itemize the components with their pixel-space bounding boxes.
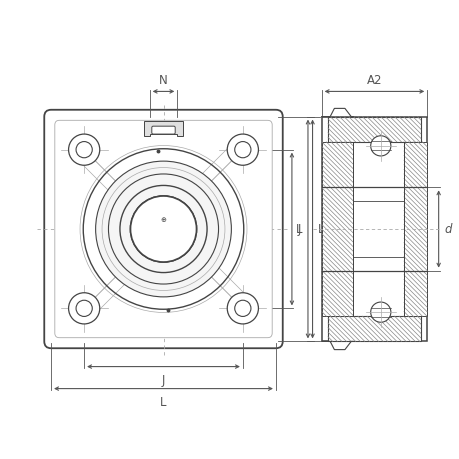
Text: d: d	[443, 223, 451, 236]
Text: ⊕: ⊕	[160, 217, 166, 223]
FancyBboxPatch shape	[44, 111, 282, 348]
Text: L: L	[295, 223, 302, 236]
FancyBboxPatch shape	[151, 127, 175, 135]
Text: J: J	[297, 223, 300, 236]
Circle shape	[68, 293, 100, 324]
Text: A2: A2	[366, 74, 381, 87]
Circle shape	[76, 301, 92, 317]
Circle shape	[234, 142, 251, 158]
Text: L: L	[160, 395, 167, 408]
Text: L: L	[317, 223, 324, 236]
Circle shape	[130, 196, 196, 263]
Polygon shape	[144, 122, 182, 137]
Circle shape	[370, 136, 390, 157]
Bar	[321, 118, 426, 341]
Circle shape	[95, 162, 231, 297]
Circle shape	[227, 135, 258, 166]
Circle shape	[227, 293, 258, 324]
Bar	[327, 118, 420, 143]
Text: N: N	[159, 74, 168, 87]
Bar	[403, 143, 426, 316]
Text: J: J	[162, 373, 165, 386]
Bar	[321, 143, 353, 316]
Circle shape	[76, 142, 92, 158]
Bar	[327, 316, 420, 341]
Circle shape	[68, 135, 100, 166]
FancyBboxPatch shape	[55, 121, 272, 338]
Circle shape	[234, 301, 251, 317]
Circle shape	[370, 302, 390, 323]
